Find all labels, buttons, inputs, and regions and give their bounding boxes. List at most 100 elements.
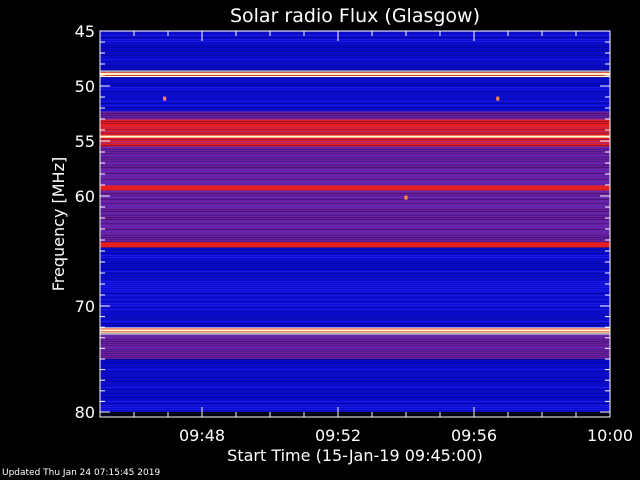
texture-stripe (100, 205, 610, 206)
intensity-band (100, 190, 610, 243)
texture-stripe (100, 79, 610, 80)
texture-stripe (100, 407, 610, 408)
texture-stripe (100, 207, 610, 208)
texture-stripe (100, 349, 610, 350)
texture-stripe (100, 325, 610, 326)
texture-stripe (100, 201, 610, 202)
texture-stripe (100, 415, 610, 416)
texture-stripe (100, 151, 610, 152)
texture-stripe (100, 247, 610, 248)
texture-stripe (100, 323, 610, 324)
bright-line (100, 72, 610, 75)
texture-stripe (100, 139, 610, 140)
texture-stripe (100, 317, 610, 318)
texture-stripe (100, 393, 610, 394)
texture-stripe (100, 401, 610, 402)
x-axis-label: Start Time (15-Jan-19 09:45:00) (227, 446, 483, 465)
texture-stripe (100, 367, 610, 368)
bright-line (100, 329, 610, 332)
texture-stripe (100, 91, 610, 92)
texture-stripe (100, 227, 610, 228)
texture-stripe (100, 405, 610, 406)
burst-spot (496, 96, 500, 101)
texture-stripe (100, 163, 610, 164)
texture-stripe (100, 403, 610, 404)
texture-stripe (100, 105, 610, 106)
texture-stripe (100, 153, 610, 154)
texture-stripe (100, 49, 610, 50)
texture-stripe (100, 215, 610, 216)
texture-stripe (100, 103, 610, 104)
texture-stripe (100, 71, 610, 72)
texture-stripe (100, 193, 610, 194)
texture-stripe (100, 259, 610, 260)
texture-stripe (100, 101, 610, 102)
texture-stripe (100, 197, 610, 198)
texture-stripe (100, 265, 610, 266)
texture-stripe (100, 141, 610, 142)
texture-stripe (100, 295, 610, 296)
texture-stripe (100, 375, 610, 376)
y-tick-label: 45 (75, 22, 95, 41)
texture-stripe (100, 281, 610, 282)
burst-spot (163, 96, 167, 101)
texture-stripe (100, 165, 610, 166)
texture-stripe (100, 397, 610, 398)
texture-stripe (100, 147, 610, 148)
x-tick-label: 09:48 (179, 426, 225, 445)
texture-stripe (100, 173, 610, 174)
y-tick-label: 60 (75, 187, 95, 206)
texture-stripe (100, 363, 610, 364)
texture-stripe (100, 211, 610, 212)
texture-stripe (100, 299, 610, 300)
bright-line (100, 187, 610, 190)
texture-stripe (100, 307, 610, 308)
texture-stripe (100, 359, 610, 360)
texture-stripe (100, 109, 610, 110)
texture-stripe (100, 213, 610, 214)
texture-stripe (100, 133, 610, 134)
texture-stripe (100, 399, 610, 400)
texture-stripe (100, 305, 610, 306)
texture-stripe (100, 69, 610, 70)
texture-stripe (100, 345, 610, 346)
texture-stripe (100, 291, 610, 292)
texture-stripe (100, 191, 610, 192)
texture-stripe (100, 33, 610, 34)
texture-stripe (100, 169, 610, 170)
texture-stripe (100, 267, 610, 268)
y-tick-label: 80 (75, 403, 95, 422)
texture-stripe (100, 55, 610, 56)
texture-stripe (100, 107, 610, 108)
texture-stripe (100, 371, 610, 372)
texture-stripe (100, 81, 610, 82)
texture-stripe (100, 159, 610, 160)
texture-stripe (100, 85, 610, 86)
texture-stripe (100, 45, 610, 46)
texture-stripe (100, 225, 610, 226)
texture-stripe (100, 369, 610, 370)
texture-stripe (100, 333, 610, 334)
texture-stripe (100, 303, 610, 304)
texture-stripe (100, 149, 610, 150)
plot-frame (99, 30, 611, 418)
texture-stripe (100, 383, 610, 384)
texture-stripe (100, 83, 610, 84)
texture-stripe (100, 239, 610, 240)
texture-stripe (100, 277, 610, 278)
texture-stripe (100, 273, 610, 274)
texture-stripe (100, 241, 610, 242)
texture-stripe (100, 195, 610, 196)
texture-stripe (100, 229, 610, 230)
intensity-band (100, 37, 610, 71)
texture-stripe (100, 285, 610, 286)
texture-stripe (100, 39, 610, 40)
texture-stripe (100, 251, 610, 252)
texture-stripe (100, 413, 610, 414)
intensity-band (100, 31, 610, 38)
texture-stripe (100, 95, 610, 96)
texture-stripe (100, 67, 610, 68)
texture-stripe (100, 337, 610, 338)
intensity-band (100, 247, 610, 328)
texture-stripe (100, 289, 610, 290)
